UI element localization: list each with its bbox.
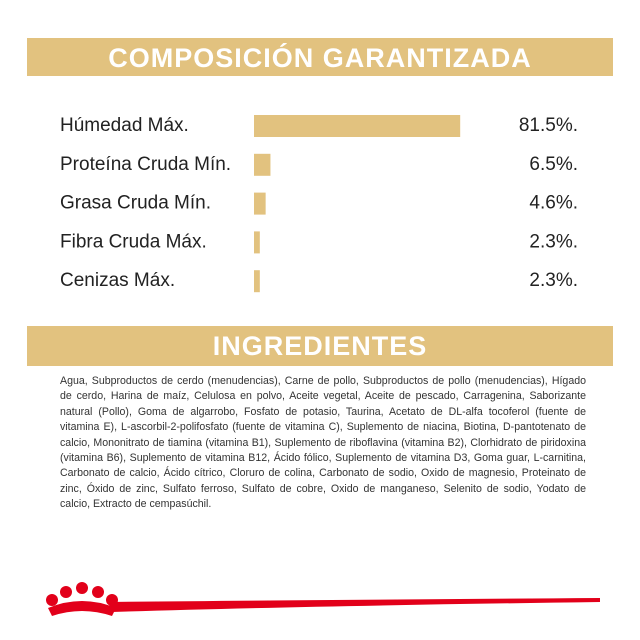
bar: [254, 153, 271, 176]
brand-logo: [46, 582, 600, 616]
category-label: Fibra Cruda Máx.: [60, 231, 207, 252]
chart-title: COMPOSICIÓN GARANTIZADA: [27, 38, 613, 76]
section-title: INGREDIENTES: [27, 326, 613, 366]
bar: [254, 270, 260, 293]
logo-crown: [46, 582, 118, 616]
value-label: 6.5%.: [529, 154, 578, 175]
category-label: Cenizas Máx.: [60, 270, 175, 291]
bar: [254, 231, 260, 254]
bar: [254, 192, 266, 215]
value-label: 81.5%.: [519, 115, 578, 136]
value-label: 2.3%.: [529, 231, 578, 252]
value-label: 4.6%.: [529, 193, 578, 214]
ingredients-text: Agua, Subproductos de cerdo (menudencias…: [60, 375, 586, 511]
chart: Húmedad Máx. 81.5%. Proteína Cruda Mín. 6.5…: [60, 115, 578, 293]
logo-swoosh: [108, 598, 600, 612]
category-label: Proteína Cruda Mín.: [60, 154, 231, 175]
bar: [254, 115, 461, 137]
category-label: Húmedad Máx.: [60, 115, 189, 136]
value-label: 2.3%.: [529, 270, 578, 291]
category-label: Grasa Cruda Mín.: [60, 193, 211, 214]
